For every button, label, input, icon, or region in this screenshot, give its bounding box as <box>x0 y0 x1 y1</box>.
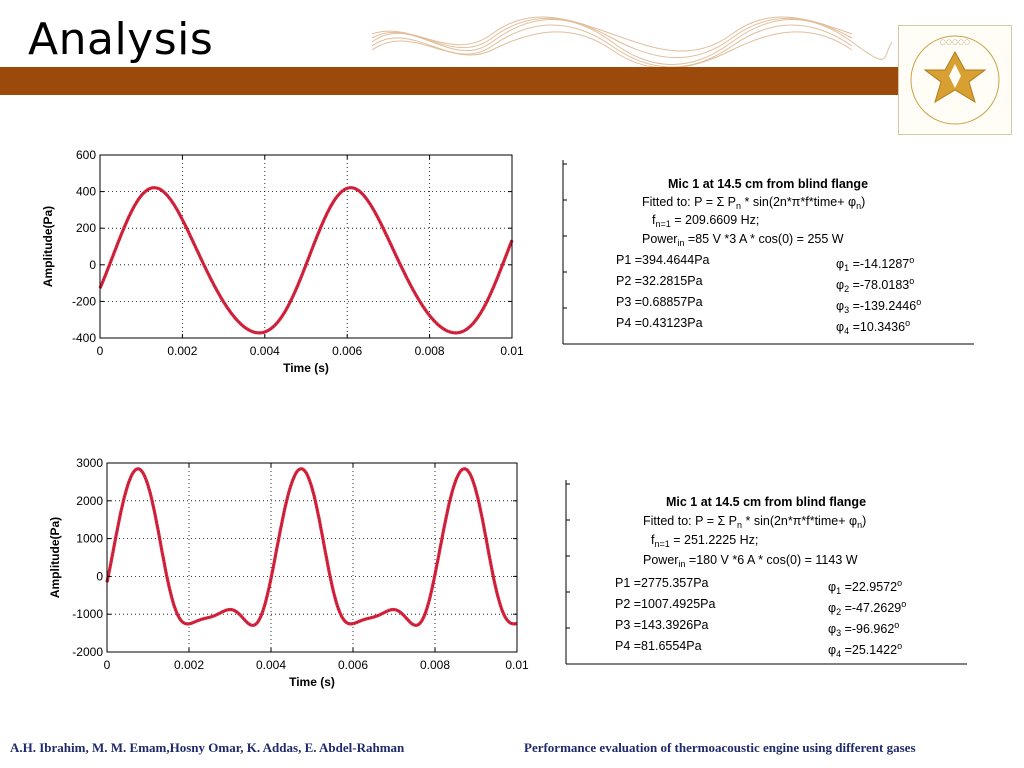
chart2-x-axis-label: Time (s) <box>289 675 335 689</box>
chart1-series-fitted <box>99 187 513 334</box>
chart2-axes-box <box>106 462 518 653</box>
info-panel-2: Mic 1 at 14.5 cm from blind flange Fitte… <box>563 480 969 666</box>
chart2-x-tick-label: 0.004 <box>256 658 286 672</box>
chart1-y-tick-label: 400 <box>76 185 96 199</box>
p2-value: P2 =1007.4925Pa <box>615 597 716 611</box>
chart2-x-tick-label: 0.008 <box>420 658 450 672</box>
chart1-axes-box <box>99 154 513 339</box>
chart1-x-tick-label: 0.01 <box>500 344 524 358</box>
freq-line: = 209.6609 Hz; <box>670 213 760 227</box>
fit-line-c: ) <box>861 195 866 209</box>
power-line: =180 V *6 A * cos(0) = 1143 W <box>685 553 858 567</box>
chart2-y-tick-label: 3000 <box>76 456 103 470</box>
freq-line: = 251.2225 Hz; <box>669 533 759 547</box>
decorative-wave-ribbon <box>372 16 892 69</box>
phi3-value: =-139.2446 <box>849 299 917 314</box>
chart1-y-axis-label: Amplitude(Pa) <box>41 206 55 287</box>
fit-line-c: ) <box>862 514 867 528</box>
p1-value: P1 =2775.357Pa <box>615 576 709 590</box>
fit-line-b: * sin(2n*π*f*time+ φ <box>742 514 858 528</box>
chart1-y-tick-label: 200 <box>76 221 96 235</box>
chart2-x-tick-label: 0.01 <box>505 658 529 672</box>
p1-value: P1 =394.4644Pa <box>616 253 710 267</box>
footer-authors: A.H. Ibrahim, M. M. Emam,Hosny Omar, K. … <box>10 740 405 755</box>
fit-line: Fitted to: P = Σ P <box>643 514 738 528</box>
chart2-plot-area <box>107 463 517 652</box>
chart2-series-measured <box>105 467 518 627</box>
phi1-value: =22.9572 <box>841 580 898 595</box>
chart1-x-tick-label: 0.006 <box>332 344 362 358</box>
chart2-y-tick-label: -1000 <box>72 607 103 621</box>
chart2-x-tick-label: 0.006 <box>338 658 368 672</box>
chart1-y-tick-label: 0 <box>89 258 96 272</box>
chart1-y-tick-label: 600 <box>76 148 96 162</box>
p4-value: P4 =0.43123Pa <box>616 316 703 330</box>
fit-line: Fitted to: P = Σ P <box>642 195 737 209</box>
chart1-y-tick-label: -200 <box>72 294 96 308</box>
university-logo: ◌◌◌◌◌ <box>898 25 1012 135</box>
phi4-value: =10.3436 <box>849 320 906 335</box>
chart2-y-tick-label: 0 <box>96 569 103 583</box>
info-panel-1: Mic 1 at 14.5 cm from blind flange Fitte… <box>560 160 976 346</box>
chart2-x-tick-label: 0 <box>104 658 111 672</box>
info-heading: Mic 1 at 14.5 cm from blind flange <box>665 495 867 509</box>
chart1-x-tick-label: 0 <box>97 344 104 358</box>
phi4-value: =25.1422 <box>841 643 898 658</box>
svg-text:◌◌◌◌◌: ◌◌◌◌◌ <box>940 38 971 46</box>
chart1-plot-area <box>100 155 512 338</box>
chart2-y-tick-label: 2000 <box>76 494 103 508</box>
p4-value: P4 =81.6554Pa <box>615 639 702 653</box>
phi2-value: =-78.0183 <box>849 278 910 293</box>
chart1-y-tick-label: -400 <box>72 331 96 345</box>
p3-value: P3 =0.68857Pa <box>616 295 703 309</box>
fit-line-b: * sin(2n*π*f*time+ φ <box>741 195 857 209</box>
phi3-value: =-96.962 <box>841 622 895 637</box>
footer-paper-title: Performance evaluation of thermoacoustic… <box>524 740 916 755</box>
p3-value: P3 =143.3926Pa <box>615 618 709 632</box>
chart1-x-tick-label: 0.004 <box>250 344 280 358</box>
info-heading: Mic 1 at 14.5 cm from blind flange <box>667 177 869 191</box>
chart1-x-tick-label: 0.002 <box>167 344 197 358</box>
p2-value: P2 =32.2815Pa <box>616 274 703 288</box>
chart2-x-tick-label: 0.002 <box>174 658 204 672</box>
power-line: =85 V *3 A * cos(0) = 255 W <box>684 232 844 246</box>
phi1-value: =-14.1287 <box>849 257 910 272</box>
chart2-y-tick-label: -2000 <box>72 645 103 659</box>
slide-title: Analysis <box>28 14 214 65</box>
chart2-y-axis-label: Amplitude(Pa) <box>48 517 62 598</box>
chart2-y-tick-label: 1000 <box>76 532 103 546</box>
header-bar <box>0 67 900 95</box>
chart1-x-axis-label: Time (s) <box>283 361 329 375</box>
chart1-x-tick-label: 0.008 <box>415 344 445 358</box>
phi2-value: =-47.2629 <box>841 601 902 616</box>
